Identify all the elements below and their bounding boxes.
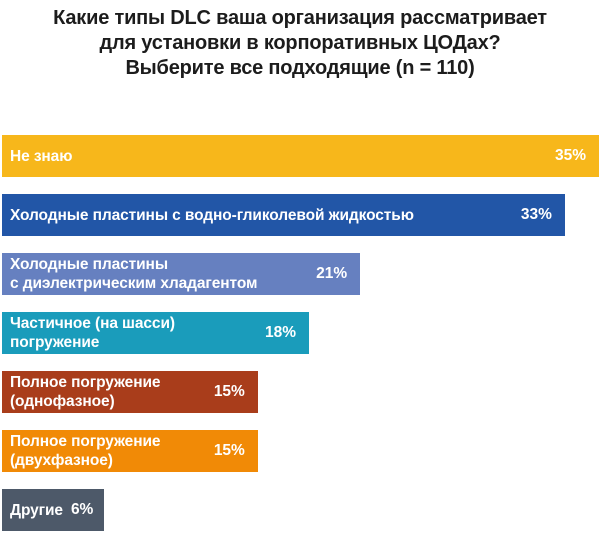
bar-value: 15% <box>213 442 245 459</box>
bar-cold-plate-dielectric: Холодные пластины с диэлектрическим хлад… <box>2 253 361 295</box>
bar-value: 21% <box>316 265 348 282</box>
bar-label: Не знаю <box>10 147 73 165</box>
bar-label: Полное погружение (двухфазное) <box>10 433 161 469</box>
bar-chart: Не знаю 35% Холодные пластины с водно-глик… <box>2 135 599 535</box>
bar-cold-plate-water-glycol: Холодные пластины с водно-гликолевой жид… <box>2 194 565 236</box>
bar-value: 6% <box>70 501 94 518</box>
bar-label: Холодные пластины с водно-гликолевой жид… <box>10 206 414 224</box>
bar-value: 33% <box>520 206 552 223</box>
bar-full-immersion-single-phase: Полное погружение (однофазное) 15% <box>2 371 258 413</box>
bar-value: 15% <box>213 383 245 400</box>
bar-label: Другие <box>10 501 63 519</box>
bar-label: Холодные пластины с диэлектрическим хлад… <box>10 256 258 292</box>
chart-title: Какие типы DLC ваша организация рассматр… <box>53 7 547 79</box>
bar-label: Частичное (на шасси) погружение <box>10 315 175 351</box>
bar-partial-chassis-immersion: Частичное (на шасси) погружение 18% <box>2 312 310 354</box>
bar-other: Другие 6% <box>2 489 105 531</box>
bar-value: 35% <box>554 147 586 164</box>
bar-value: 18% <box>264 324 297 341</box>
bar-full-immersion-two-phase: Полное погружение (двухфазное) 15% <box>2 430 258 472</box>
bar-ne-znayu: Не знаю 35% <box>2 135 599 177</box>
bar-label: Полное погружение (однофазное) <box>10 374 161 410</box>
